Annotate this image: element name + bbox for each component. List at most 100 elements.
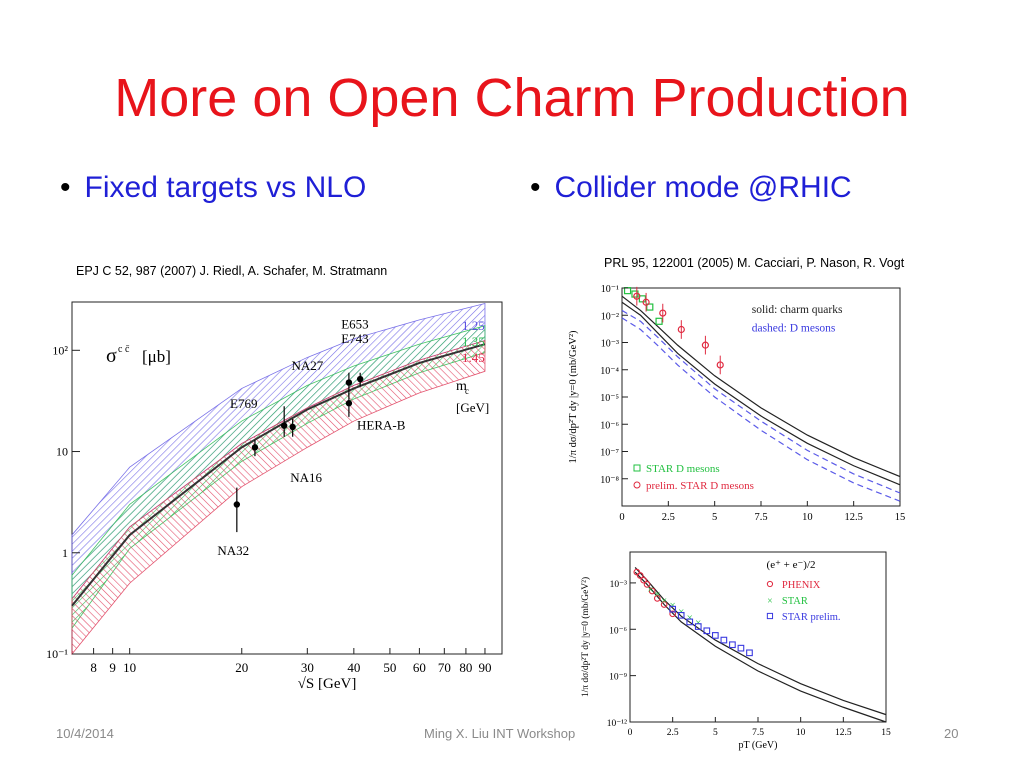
band-1.45 [71,339,486,656]
phenix-point [653,595,661,602]
y-tick-label: 10⁻⁸ [600,475,619,486]
star-point: × [670,600,676,612]
star-prelim-point [711,632,719,639]
x-axis-label: √S [GeV] [298,676,357,690]
x-tick-label: 5 [712,512,717,523]
data-point [289,423,296,431]
x-tick-label: 15 [881,728,891,738]
x-tick-label: 50 [383,660,396,675]
legend-title: m [456,379,467,394]
annotation-na32: NA32 [217,543,249,558]
x-tick-label: 70 [438,660,451,675]
x-tick-label: 40 [347,660,360,675]
legend-entry: STAR prelim. [782,612,841,623]
curve-dashed [621,309,901,494]
bullet-text: Collider mode @RHIC [554,171,852,204]
legend-unit: [GeV] [456,400,489,415]
legend-entry-1.45: 1.45 [462,350,485,365]
x-tick-label: 5 [713,728,718,738]
x-tick-label: 12.5 [844,512,862,523]
curve-dashed [621,317,901,502]
prelim-point [701,341,709,349]
star-prelim-point [703,627,711,635]
electron-spectrum-chart: × ×× ××× ×0 2.5 5 7.5 10 12.5 1510⁻³10⁻⁶10⁻⁹10⁻¹²… [580,551,891,751]
bullet-dot-icon: • [530,171,541,204]
x-tick-label: 80 [459,660,472,675]
y-tick-label: 10⁻² [601,311,619,322]
star-d-meson-point [646,303,654,311]
star-prelim-point [669,605,677,613]
phenix-point [669,610,677,618]
star-prelim-point [729,641,736,649]
annotation-e743: E743 [341,331,368,346]
legend-entry-1.35: 1.35 [462,334,485,349]
x-tick-label: 20 [235,660,248,675]
data-point [345,379,353,386]
phenix-point [633,568,641,576]
curve-solid [621,301,901,486]
y-tick-label: 10⁻⁴ [600,366,619,377]
cross-section-chart-panel: 8 9 10 20 30 40 50 60 70 80 90 10⁻¹ 1 10 10² √S [GeV] σ c… [36,290,508,692]
annotation-na16: NA16 [290,470,322,485]
y-tick-label: 10⁻³ [610,580,628,590]
phenix-point [643,581,651,588]
curve-solid [634,571,887,723]
y-tick-label: 10⁻⁵ [600,393,619,404]
data-point [251,444,259,451]
label-dashed-d-mesons: dashed: D mesons [752,323,836,335]
star-prelim-point [694,623,702,630]
x-tick-label: 30 [301,660,314,675]
y-axis-label-superscript: c c̄ [118,344,130,355]
bullet-text: Fixed targets vs NLO [84,171,367,204]
curve-solid [621,295,901,478]
citation-right: PRL 95, 122001 (2005) M. Cacciari, P. Na… [604,256,905,270]
legend-entry: PHENIX [782,580,821,591]
x-tick-label: 10 [796,728,806,738]
bullet-dot-icon: • [60,171,71,204]
y-axis-label: 1/π dσ/dp²T dy |y=0 (mb/GeV²) [580,577,591,697]
data-point [280,422,288,429]
data-point [233,501,241,508]
x-tick-label: 15 [895,512,906,523]
footer-page-number: 20 [944,726,959,741]
y-tick-label: 10⁻⁹ [609,673,628,683]
x-axis-label: pT (GeV) [739,740,778,751]
star-point: × [695,617,701,629]
phenix-point [636,572,644,579]
x-tick-label: 10 [802,512,813,523]
x-tick-label: 12.5 [835,728,852,738]
bullet-fixed-targets: • Fixed targets vs NLO [60,168,366,208]
footer-center: Ming X. Liu INT Workshop [424,726,576,741]
legend-entry-1.25: 1.25 [462,318,485,333]
legend-entry: STAR D mesons [646,463,720,475]
star-prelim-point [746,649,753,657]
prelim-point [642,298,650,306]
plot-frame [629,551,887,723]
y-tick-label: 10⁻⁶ [609,626,627,636]
y-tick-label: 10⁻³ [601,339,619,350]
x-tick-label: 2.5 [667,728,679,738]
prelim-point [677,325,685,334]
phenix-point [648,587,656,595]
y-tick-label: 10⁻¹ [601,284,619,295]
legend-marker-cross: × [767,596,773,607]
legend-entry: prelim. STAR D mesons [646,480,754,492]
curve-solid [634,567,887,716]
star-prelim-point [677,611,685,619]
plot-frame [621,287,901,507]
y-tick-label: 10⁻⁷ [600,448,619,459]
x-tick-label: 2.5 [662,512,675,523]
prelim-point [633,292,641,300]
annotation-e769: E769 [230,396,257,411]
y-tick-label: 10 [56,445,68,459]
x-tick-label: 0 [628,728,633,738]
phenix-point [660,601,668,608]
phenix-point [640,576,648,584]
x-tick-label: 60 [413,660,426,675]
data-point [356,375,364,383]
prelim-point [659,309,667,317]
legend-marker-circle [766,580,774,588]
x-tick-label: 7.5 [752,728,764,738]
legend-entry: STAR [782,596,808,607]
slide-title: More on Open Charm Production [114,68,910,128]
